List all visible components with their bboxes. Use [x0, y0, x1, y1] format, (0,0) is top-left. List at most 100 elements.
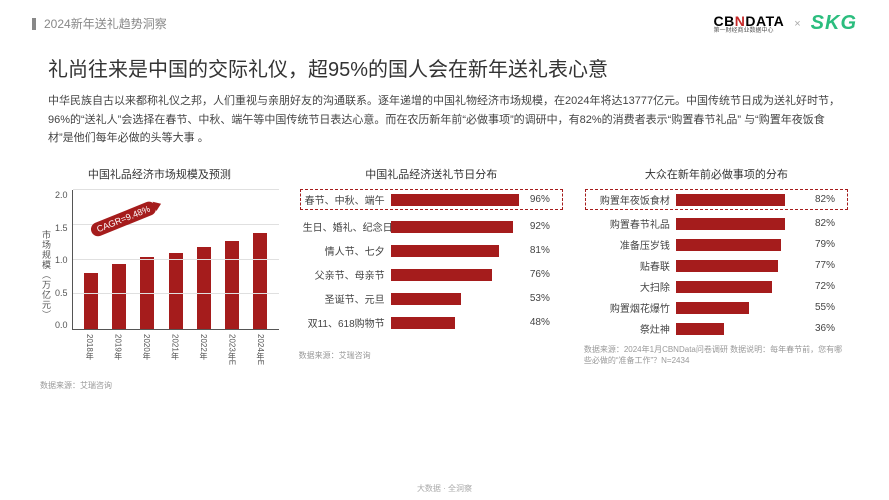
- hbar-label: 贴春联: [588, 258, 670, 273]
- hbar-track: [676, 323, 809, 335]
- breadcrumb-marker: [32, 18, 36, 30]
- hbar-track: [676, 239, 809, 251]
- hbar-label: 购置年夜饭食材: [588, 192, 670, 207]
- page-footer: 大数据 · 全洞察: [0, 483, 889, 494]
- hbar-value: 81%: [530, 245, 560, 256]
- hbar-value: 77%: [815, 260, 845, 271]
- bar: [225, 241, 239, 329]
- hbar-row: 生日、婚礼、纪念日 92%: [303, 219, 560, 234]
- xaxis-labels: 2018年2019年2020年2021年2022年2023年E2024年E: [72, 334, 279, 365]
- xlabel: 2021年: [170, 334, 181, 365]
- hbar-value: 79%: [815, 239, 845, 250]
- chart-festival-distribution: 中国礼品经济送礼节日分布 春节、中秋、端午 96% 生日、婚礼、纪念日 92% 情人节、…: [299, 166, 564, 391]
- hbar-value: 36%: [815, 323, 845, 334]
- hbars-container: 春节、中秋、端午 96% 生日、婚礼、纪念日 92% 情人节、七夕 81% 父亲节、母亲节 7…: [299, 190, 564, 330]
- hbar-label: 春节、中秋、端午: [303, 192, 385, 207]
- hbar-value: 96%: [530, 194, 560, 205]
- hbar-track: [391, 245, 524, 257]
- hbar-row: 父亲节、母亲节 76%: [303, 267, 560, 282]
- chart-market-size: 中国礼品经济市场规模及预测 市场规模（万亿元） 2.01.51.00.50.0 …: [40, 166, 279, 391]
- hbar-value: 48%: [530, 317, 560, 328]
- hbar-value: 82%: [815, 194, 845, 205]
- bar: [169, 253, 183, 329]
- hbar-label: 购置春节礼品: [588, 216, 670, 231]
- hbar-value: 72%: [815, 281, 845, 292]
- hbar-label: 准备压岁钱: [588, 237, 670, 252]
- xlabel: 2023年E: [226, 334, 237, 365]
- hbar-row: 购置年夜饭食材 82%: [585, 189, 848, 210]
- hbar-value: 55%: [815, 302, 845, 313]
- ytick: 1.5: [55, 223, 68, 233]
- logo-separator: ×: [794, 18, 800, 30]
- bar: [84, 273, 98, 329]
- chart-newyear-tasks: 大众在新年前必做事项的分布 购置年夜饭食材 82% 购置春节礼品 82% 准备压岁钱 79…: [584, 166, 849, 391]
- hbar-fill: [391, 245, 499, 257]
- hbar-track: [676, 194, 809, 206]
- hbar-fill: [391, 293, 462, 305]
- bar-chart: 市场规模（万亿元） 2.01.51.00.50.0 CAGR=9.48% 201…: [40, 190, 279, 360]
- hbar-track: [391, 293, 524, 305]
- hbar-fill: [391, 317, 455, 329]
- hbar-row: 祭灶神 36%: [588, 321, 845, 336]
- hbar-fill: [391, 221, 514, 233]
- hbar-value: 76%: [530, 269, 560, 280]
- chart-title: 大众在新年前必做事项的分布: [584, 166, 849, 182]
- hbar-row: 圣诞节、元旦 53%: [303, 291, 560, 306]
- logo-skg: SKG: [811, 12, 857, 35]
- hbar-value: 53%: [530, 293, 560, 304]
- hbar-track: [676, 281, 809, 293]
- ytick: 1.0: [55, 255, 68, 265]
- xlabel: 2019年: [113, 334, 124, 365]
- hbar-row: 春节、中秋、端午 96%: [300, 189, 563, 210]
- xlabel: 2022年: [198, 334, 209, 365]
- chart-source: 数据来源：艾瑞咨询: [40, 380, 279, 391]
- hbar-track: [676, 218, 809, 230]
- hbar-label: 情人节、七夕: [303, 243, 385, 258]
- hbars-container: 购置年夜饭食材 82% 购置春节礼品 82% 准备压岁钱 79% 贴春联 77% 大扫除72% 购…: [584, 190, 849, 336]
- hbar-track: [676, 260, 809, 272]
- chart-source: 数据来源：2024年1月CBNData问卷调研 数据说明：每年春节前，您有哪些必…: [584, 344, 849, 366]
- chart-source: 数据来源：艾瑞咨询: [299, 350, 564, 361]
- page-header: 2024新年送礼趋势洞察 CBNDATA 第一财经商业数据中心 × SKG: [0, 0, 889, 35]
- hbar-label: 购置烟花爆竹: [588, 300, 670, 315]
- hbar-label: 圣诞节、元旦: [303, 291, 385, 306]
- hbar-row: 大扫除72%: [588, 279, 845, 294]
- bars-container: [73, 190, 279, 329]
- hbar-row: 双11、618购物节 48%: [303, 315, 560, 330]
- hbar-fill: [676, 323, 724, 335]
- hbar-track: [391, 194, 524, 206]
- hbar-fill: [676, 281, 772, 293]
- hbar-fill: [676, 260, 779, 272]
- plot-area: CAGR=9.48%: [72, 190, 279, 330]
- hbar-label: 祭灶神: [588, 321, 670, 336]
- charts-row: 中国礼品经济市场规模及预测 市场规模（万亿元） 2.01.51.00.50.0 …: [0, 148, 889, 391]
- hbar-track: [391, 221, 524, 233]
- hbar-value: 82%: [815, 218, 845, 229]
- xlabel: 2024年E: [255, 334, 266, 365]
- ytick: 0.0: [55, 320, 68, 330]
- logo-group: CBNDATA 第一财经商业数据中心 × SKG: [714, 12, 857, 35]
- hbar-row: 情人节、七夕 81%: [303, 243, 560, 258]
- hbar-track: [391, 317, 524, 329]
- hbar-track: [676, 302, 809, 314]
- hbar-fill: [391, 269, 492, 281]
- bar: [112, 264, 126, 329]
- hbar-label: 双11、618购物节: [303, 315, 385, 330]
- hbar-label: 父亲节、母亲节: [303, 267, 385, 282]
- page-title: 礼尚往来是中国的交际礼仪，超95%的国人会在新年送礼表心意: [0, 35, 889, 82]
- hbar-row: 购置烟花爆竹 55%: [588, 300, 845, 315]
- chart-title: 中国礼品经济送礼节日分布: [299, 166, 564, 182]
- hbar-fill: [676, 302, 749, 314]
- breadcrumb: 2024新年送礼趋势洞察: [32, 15, 167, 32]
- chart-title: 中国礼品经济市场规模及预测: [40, 166, 279, 182]
- hbar-row: 购置春节礼品 82%: [588, 216, 845, 231]
- yaxis-ticks: 2.01.51.00.50.0: [55, 190, 72, 330]
- page-description: 中华民族自古以来都称礼仪之邦，人们重视与亲朋好友的沟通联系。逐年递增的中国礼物经…: [0, 82, 889, 148]
- hbar-label: 生日、婚礼、纪念日: [303, 219, 385, 234]
- ytick: 2.0: [55, 190, 68, 200]
- yaxis-label: 市场规模（万亿元）: [40, 230, 53, 320]
- hbar-row: 贴春联 77%: [588, 258, 845, 273]
- hbar-track: [391, 269, 524, 281]
- bar: [253, 233, 267, 329]
- hbar-value: 92%: [530, 221, 560, 232]
